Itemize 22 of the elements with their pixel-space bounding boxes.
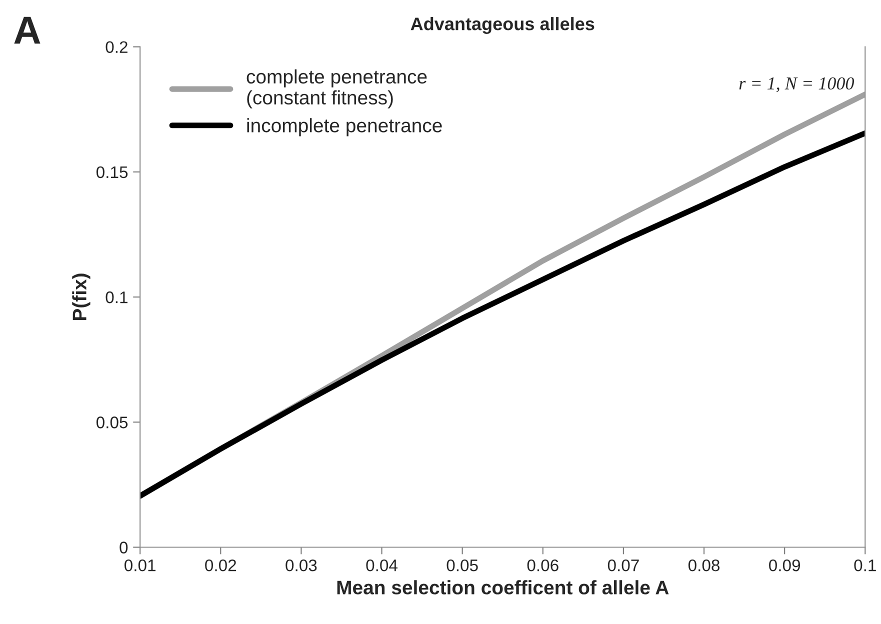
x-tick-label: 0.06: [527, 559, 558, 572]
legend-label: complete penetrance (constant fitness): [246, 69, 427, 108]
y-axis-title: P(fix): [72, 274, 90, 320]
chart-title: Advantageous alleles: [410, 17, 594, 34]
text: A: [14, 16, 40, 44]
x-tick-label: 0.09: [769, 559, 800, 572]
y-tick-label: 0.2: [106, 41, 128, 54]
y-tick-label: 0: [120, 542, 128, 554]
annotation: r = 1, N = 1000: [739, 77, 854, 92]
x-axis-title: Mean selection coefficent of allele A: [337, 580, 669, 594]
x-tick-label: 0.01: [124, 559, 156, 572]
x-tick-label: 0.03: [286, 559, 317, 572]
y-tick-label: 0.1: [106, 291, 128, 304]
legend-label: incomplete penetrance: [247, 118, 442, 136]
y-tick-label: 0.15: [96, 166, 128, 178]
y-tick-label: 0.05: [96, 416, 128, 428]
x-tick-label: 0.07: [608, 559, 639, 572]
x-tick-label: 0.04: [366, 559, 398, 572]
x-tick-label: 0.08: [688, 559, 720, 572]
x-tick-label: 0.02: [205, 559, 236, 572]
x-tick-label: 0.05: [446, 559, 478, 572]
x-tick-label: 0.1: [854, 559, 876, 572]
